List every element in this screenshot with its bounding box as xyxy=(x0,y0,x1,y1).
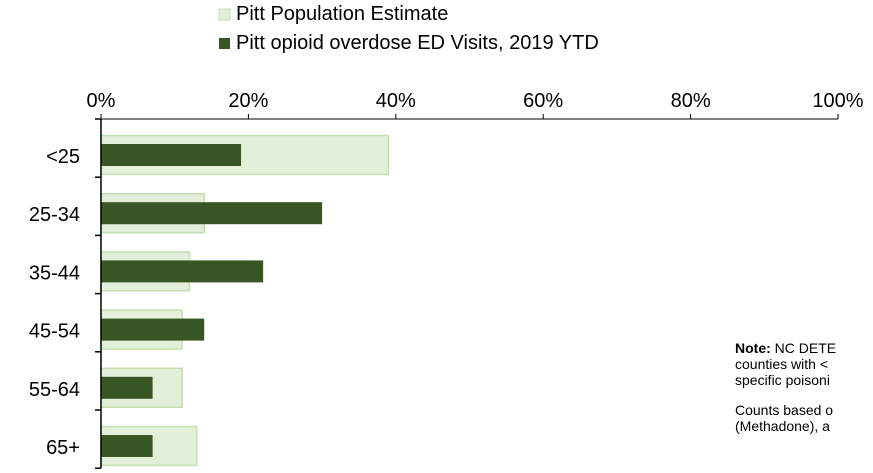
note-line-3: specific poisoni xyxy=(735,372,830,388)
y-category-label: 65+ xyxy=(46,437,80,459)
note-line-2: counties with < xyxy=(735,356,828,372)
x-tick-label: 100% xyxy=(812,90,863,112)
bar-ed-visits xyxy=(101,260,264,283)
note-label: Note: xyxy=(735,340,771,356)
note-line-1: NC DETE xyxy=(770,340,837,356)
x-tick-label: 40% xyxy=(376,90,416,112)
legend: Pitt Population Estimate Pitt opioid over… xyxy=(218,3,599,54)
note-paragraph-1: Note: NC DETE counties with < specific p… xyxy=(735,340,873,388)
y-category-label: <25 xyxy=(46,146,80,168)
legend-label-2: Pitt opioid overdose ED Visits, 2019 YTD xyxy=(236,32,599,54)
y-axis xyxy=(95,114,839,469)
note-text: Note: NC DETE counties with < specific p… xyxy=(735,340,873,448)
y-category-label: 25-34 xyxy=(29,204,80,226)
x-tick-label: 0% xyxy=(87,90,116,112)
note-line-5: (Methadone), a xyxy=(735,418,830,434)
legend-swatch-2 xyxy=(219,38,230,49)
note-line-4: Counts based o xyxy=(735,402,834,418)
x-tick-label: 60% xyxy=(523,90,563,112)
bar-ed-visits xyxy=(101,435,153,457)
x-axis-ticks: 0% 20% 40% 60% 80% 100% xyxy=(87,90,864,112)
bars: <25 25-34 35-44 45-54 55-64 65+ xyxy=(29,134,390,467)
bar-ed-visits xyxy=(101,144,242,166)
note-paragraph-2: Counts based o (Methadone), a xyxy=(735,402,873,434)
legend-label-1: Pitt Population Estimate xyxy=(236,3,448,25)
bar-ed-visits xyxy=(101,318,205,341)
y-category-label: 45-54 xyxy=(29,321,80,343)
bar-ed-visits xyxy=(101,202,323,225)
y-category-label: 55-64 xyxy=(29,379,80,401)
x-tick-label: 20% xyxy=(228,90,268,112)
x-tick-label: 80% xyxy=(671,90,711,112)
bar-ed-visits xyxy=(101,376,153,399)
y-category-label: 35-44 xyxy=(29,262,80,284)
legend-swatch-1 xyxy=(218,8,231,21)
